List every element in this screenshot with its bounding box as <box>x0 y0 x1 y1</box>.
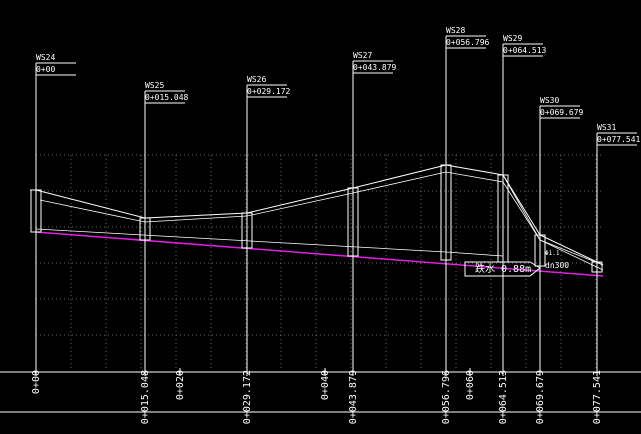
well-chainage: 0+029.172 <box>247 87 291 96</box>
well-name: WS30 <box>540 96 559 105</box>
pipe-line <box>35 231 604 277</box>
station-label: 0+077.541 <box>592 370 603 424</box>
ground-line <box>30 164 604 266</box>
well-chainage: 0+00 <box>36 65 55 74</box>
manhole <box>139 217 151 241</box>
manhole <box>440 164 452 261</box>
station-label: 0+064.513 <box>498 370 509 424</box>
drop-label: 跌水 0.88m <box>475 262 531 275</box>
ground-line-inner <box>39 171 604 271</box>
pipe-label: dn300 <box>545 261 569 270</box>
well-chainage: 0+015.048 <box>145 93 189 102</box>
well-chainage: 0+056.796 <box>446 38 490 47</box>
manhole <box>591 261 603 273</box>
station-label: 0+056.796 <box>441 370 452 424</box>
well-name: WS31 <box>597 123 616 132</box>
well-name: WS25 <box>145 81 164 90</box>
station-label: 0+060 <box>465 370 476 400</box>
station-label: 0+043.879 <box>348 370 359 424</box>
manhole <box>347 187 359 257</box>
diameter-label: Φ1.1 <box>545 250 560 257</box>
station-label: 0+029.172 <box>242 370 253 424</box>
well-name: WS27 <box>353 51 372 60</box>
drop-callout <box>464 261 541 277</box>
station-label: 0+069.679 <box>535 370 546 424</box>
manhole <box>30 189 42 233</box>
well-name: WS26 <box>247 75 266 84</box>
well-name: WS29 <box>503 34 522 43</box>
manhole <box>534 234 546 267</box>
well-chainage: 0+077.541 <box>597 135 641 144</box>
station-label: 0+040 <box>320 370 331 400</box>
well-chainage: 0+064.513 <box>503 46 547 55</box>
well-name: WS28 <box>446 26 465 35</box>
well-name: WS24 <box>36 53 55 62</box>
well-chainage: 0+043.879 <box>353 63 397 72</box>
station-label: 0+015.048 <box>140 370 151 424</box>
station-label: 0+020 <box>175 370 186 400</box>
well-chainage: 0+069.679 <box>540 108 584 117</box>
manhole <box>241 212 253 249</box>
station-label: 0+00 <box>31 370 42 394</box>
